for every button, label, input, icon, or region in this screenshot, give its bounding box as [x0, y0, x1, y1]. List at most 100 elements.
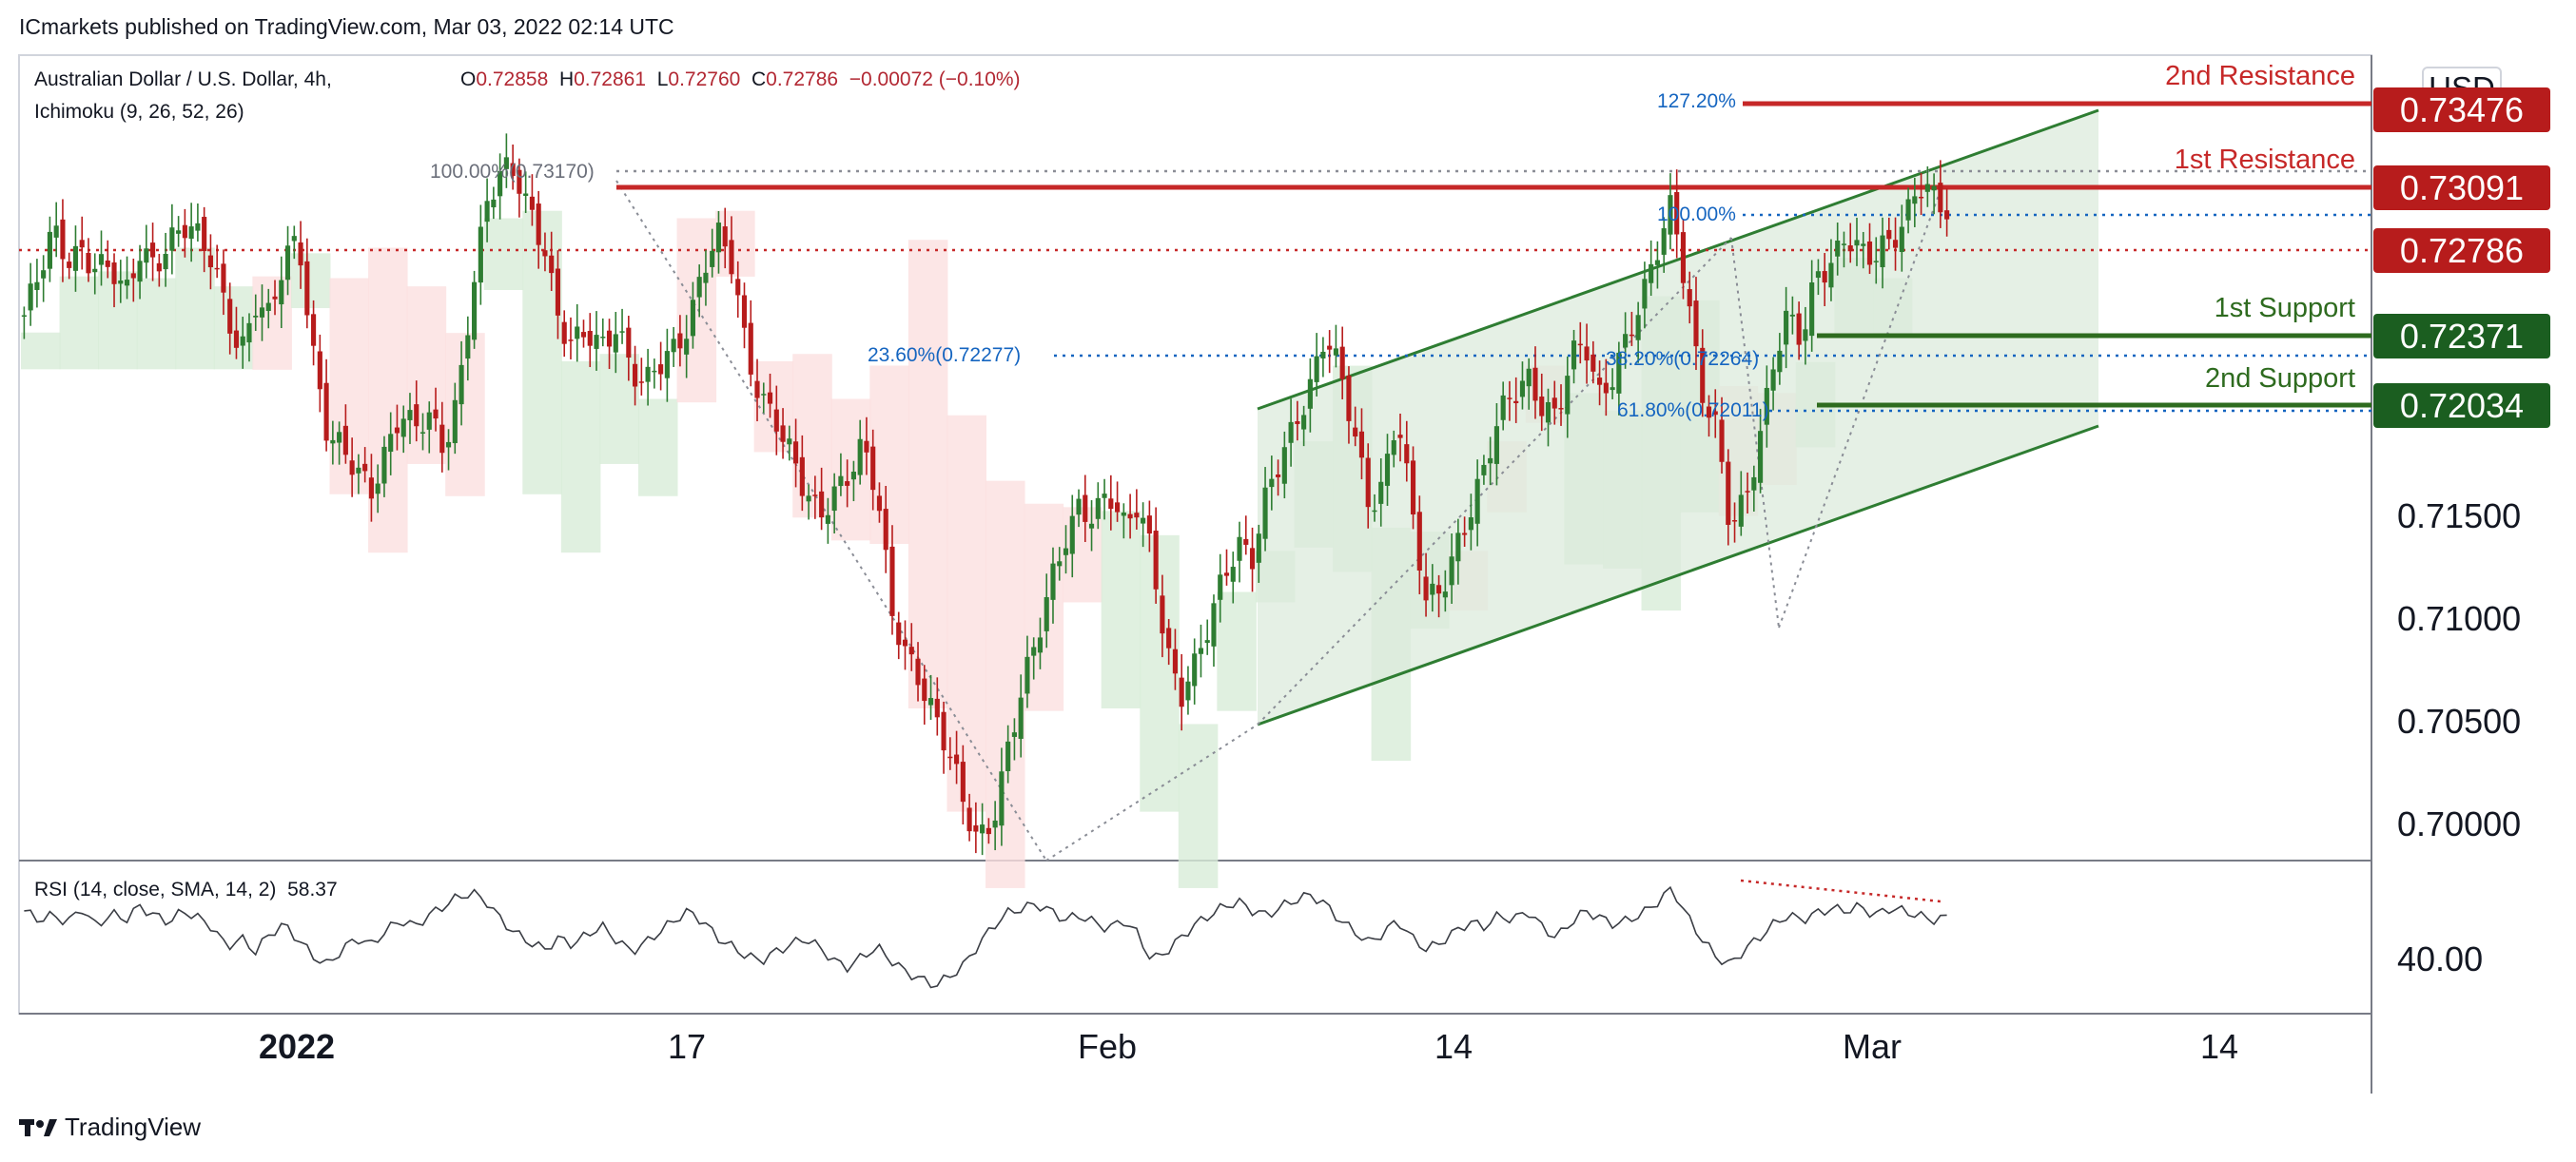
candle-body: [47, 231, 52, 269]
candle-body: [1353, 427, 1358, 437]
candle-body: [433, 409, 439, 419]
candle-body: [1063, 548, 1069, 555]
candle-body: [1784, 310, 1789, 345]
candle-body: [915, 658, 921, 686]
candle-body: [1912, 196, 1918, 204]
candle-body: [452, 399, 458, 444]
candle-body: [1764, 387, 1769, 425]
high-label: H: [558, 68, 575, 90]
candle-body: [883, 509, 888, 551]
candle-body: [265, 302, 271, 312]
candle-body: [298, 242, 303, 266]
candle-body: [1333, 348, 1338, 356]
candle-body: [986, 827, 991, 835]
high-value: 0.72861: [574, 68, 647, 90]
candle-body: [536, 203, 541, 245]
candle-body: [1565, 376, 1571, 415]
candle-body: [1301, 415, 1307, 430]
candle-body: [1526, 368, 1532, 387]
support-resistance-lines: [616, 101, 2371, 408]
candle-body: [1218, 574, 1223, 600]
rsi-value: 58.37: [287, 879, 338, 901]
candle-body: [465, 335, 471, 359]
channel-upper-line: [1257, 108, 2099, 411]
candle-body: [1680, 232, 1687, 283]
cloud-segment: [98, 271, 138, 370]
candle-body: [889, 546, 895, 616]
swing-line: [1730, 237, 1780, 629]
level-label-1st-support: 1st Support: [2214, 293, 2355, 323]
rsi-legend[interactable]: RSI (14, close, SMA, 14, 2) 58.37: [34, 879, 338, 901]
indicator-title[interactable]: Ichimoku (9, 26, 52, 26): [34, 101, 244, 123]
candle-body: [503, 157, 509, 169]
candle-body: [176, 230, 182, 234]
cloud-segment: [445, 333, 485, 496]
candle-body: [999, 771, 1005, 826]
candle-body: [407, 410, 413, 420]
candle-body: [420, 432, 426, 434]
candle-body: [908, 647, 914, 655]
candle-body: [1700, 347, 1706, 403]
candle-body: [1919, 196, 1924, 199]
candle-body: [523, 193, 529, 196]
candle-body: [202, 217, 207, 252]
candle-body: [1835, 240, 1841, 257]
candle-body: [529, 196, 535, 210]
candle-body: [1861, 243, 1866, 246]
x-tick: 2022: [258, 1027, 336, 1066]
candle-body: [1127, 513, 1133, 519]
candle-body: [1230, 567, 1236, 582]
brand-name: TradingView: [65, 1113, 202, 1141]
candle-body: [1404, 444, 1410, 464]
candle-body: [767, 392, 773, 404]
fib-label-38-2: 38.20%(0.72264): [1606, 348, 1760, 370]
change-value: −0.00072 (−0.10%): [849, 68, 1021, 90]
candle-body: [1584, 346, 1590, 361]
candle-body: [246, 322, 252, 343]
close-value: 0.72786: [766, 68, 839, 90]
candle-body: [445, 441, 452, 448]
symbol-title[interactable]: Australian Dollar / U.S. Dollar, 4h,: [34, 68, 332, 90]
candle-body: [1738, 494, 1744, 527]
x-tick: Feb: [1077, 1027, 1138, 1066]
candle-body: [498, 170, 503, 197]
candle-body: [1577, 343, 1583, 346]
candle-body: [1083, 494, 1088, 522]
candle-body: [806, 495, 811, 502]
candle-body: [568, 339, 574, 341]
candle-body: [619, 331, 625, 333]
candle-body: [710, 250, 715, 267]
candle-body: [613, 334, 618, 353]
candle-body: [1590, 354, 1596, 372]
cloud-segment: [637, 398, 678, 496]
price-tag-1st-resistance: 0.73091: [2373, 165, 2550, 210]
candle-body: [28, 283, 33, 311]
candle-body: [150, 242, 156, 258]
candle-body: [980, 824, 986, 834]
candle-body: [439, 424, 445, 454]
candle-body: [561, 321, 567, 344]
price-tag-last-price: 0.72786: [2373, 228, 2550, 273]
candle-body: [1603, 382, 1609, 394]
candle-body: [729, 240, 734, 275]
candle-body: [1905, 199, 1911, 221]
candle-body: [1796, 313, 1802, 345]
candle-body: [137, 261, 143, 282]
candle-body: [1198, 648, 1204, 654]
candle-body: [1815, 271, 1821, 279]
cloud-segment: [483, 218, 524, 290]
candle-body: [491, 199, 497, 208]
candle-body: [1005, 741, 1011, 771]
candle-body: [118, 281, 124, 284]
candle-body: [555, 268, 561, 316]
tradingview-brand[interactable]: TradingView: [19, 1113, 201, 1142]
candle-body: [1635, 315, 1641, 340]
candle-body: [773, 409, 779, 432]
candle-body: [156, 262, 162, 272]
cloud-segment: [946, 415, 986, 812]
candle-body: [1924, 184, 1930, 192]
candle-body: [1931, 185, 1937, 191]
candle-body: [484, 201, 490, 223]
candle-body: [233, 330, 240, 348]
cloud-segment: [21, 332, 61, 370]
